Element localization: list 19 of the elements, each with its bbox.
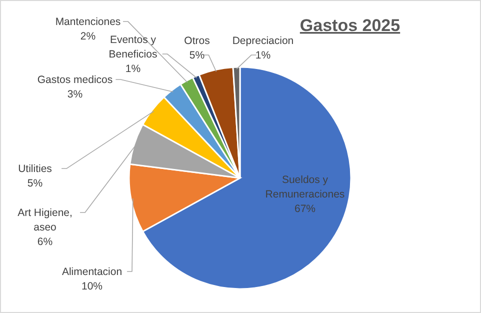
data-label: 3% [67,88,83,100]
data-label: 10% [81,280,103,292]
data-label: 67% [294,203,316,215]
slice-label: Eventos y Beneficios [108,34,158,60]
slice-label: Gastos medicos [37,74,113,86]
data-label: 1% [125,63,141,75]
slice-label: Alimentacion [62,266,122,278]
slice-label: Art Higiene, aseo [18,207,72,234]
data-label: 2% [80,30,96,42]
chart-title: Gastos 2025 [300,16,400,35]
data-label: 5% [27,178,43,190]
slice-label: Mantenciones [55,16,121,28]
data-label: 5% [189,50,205,62]
data-label: 6% [37,236,53,248]
data-label: 1% [255,50,271,62]
slice-label: Otros [184,35,210,47]
slice-label: Sueldos y Remuneraciones [265,174,345,200]
slice-label: Depreciacion [232,35,294,47]
slice-label: Utilities [18,163,52,175]
